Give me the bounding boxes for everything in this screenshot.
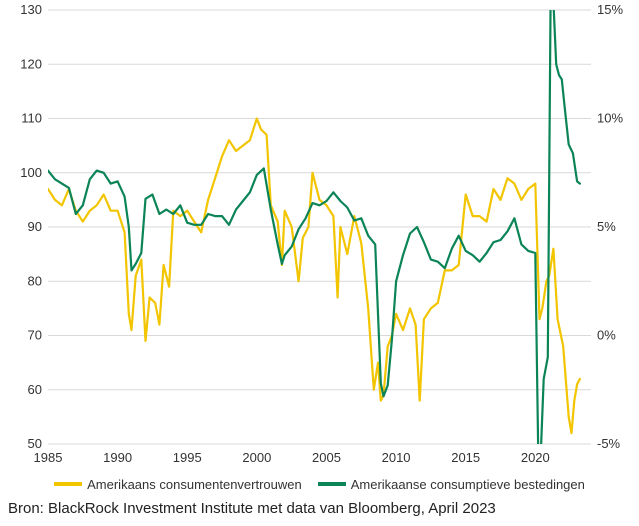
legend-swatch bbox=[54, 482, 82, 486]
y-left-tick-label: 100 bbox=[20, 165, 42, 180]
x-tick-label: 1985 bbox=[34, 450, 63, 465]
legend-label: Amerikaans consumentenvertrouwen bbox=[87, 477, 302, 492]
y-right-tick-label: 10% bbox=[597, 111, 623, 126]
chart-legend: Amerikaans consumentenvertrouwen Amerikaa… bbox=[0, 474, 639, 492]
y-left-tick-label: 60 bbox=[28, 382, 42, 397]
x-tick-label: 1990 bbox=[103, 450, 132, 465]
y-left-tick-label: 80 bbox=[28, 273, 42, 288]
x-tick-label: 1995 bbox=[173, 450, 202, 465]
y-left-tick-label: 70 bbox=[28, 328, 42, 343]
x-tick-label: 2020 bbox=[521, 450, 550, 465]
legend-swatch bbox=[318, 482, 346, 486]
y-right-tick-label: -5% bbox=[597, 436, 621, 451]
y-right-tick-label: 5% bbox=[597, 219, 616, 234]
dual-axis-line-chart: 50 60 70 80 90 100 110 120 130 -5% 0% 5% 10% 15% 1985 1… bbox=[0, 0, 639, 470]
x-tick-label: 2015 bbox=[451, 450, 480, 465]
series-consumer_spending bbox=[48, 0, 580, 450]
y-left-tick-label: 120 bbox=[20, 56, 42, 71]
legend-label: Amerikaanse consumptieve bestedingen bbox=[351, 477, 585, 492]
y-left-tick-label: 130 bbox=[20, 2, 42, 17]
y-left-tick-label: 50 bbox=[28, 436, 42, 451]
source-caption: Bron: BlackRock Investment Institute met… bbox=[8, 500, 496, 517]
y-right-tick-label: 0% bbox=[597, 328, 616, 343]
x-tick-label: 2005 bbox=[312, 450, 341, 465]
x-tick-label: 2010 bbox=[382, 450, 411, 465]
y-right-tick-label: 15% bbox=[597, 2, 623, 17]
y-left-tick-label: 90 bbox=[28, 219, 42, 234]
y-left-tick-label: 110 bbox=[21, 111, 42, 126]
legend-item: Amerikaanse consumptieve bestedingen bbox=[318, 477, 585, 492]
series-consumer_confidence bbox=[48, 119, 580, 434]
x-tick-label: 2000 bbox=[242, 450, 271, 465]
legend-item: Amerikaans consumentenvertrouwen bbox=[54, 477, 302, 492]
